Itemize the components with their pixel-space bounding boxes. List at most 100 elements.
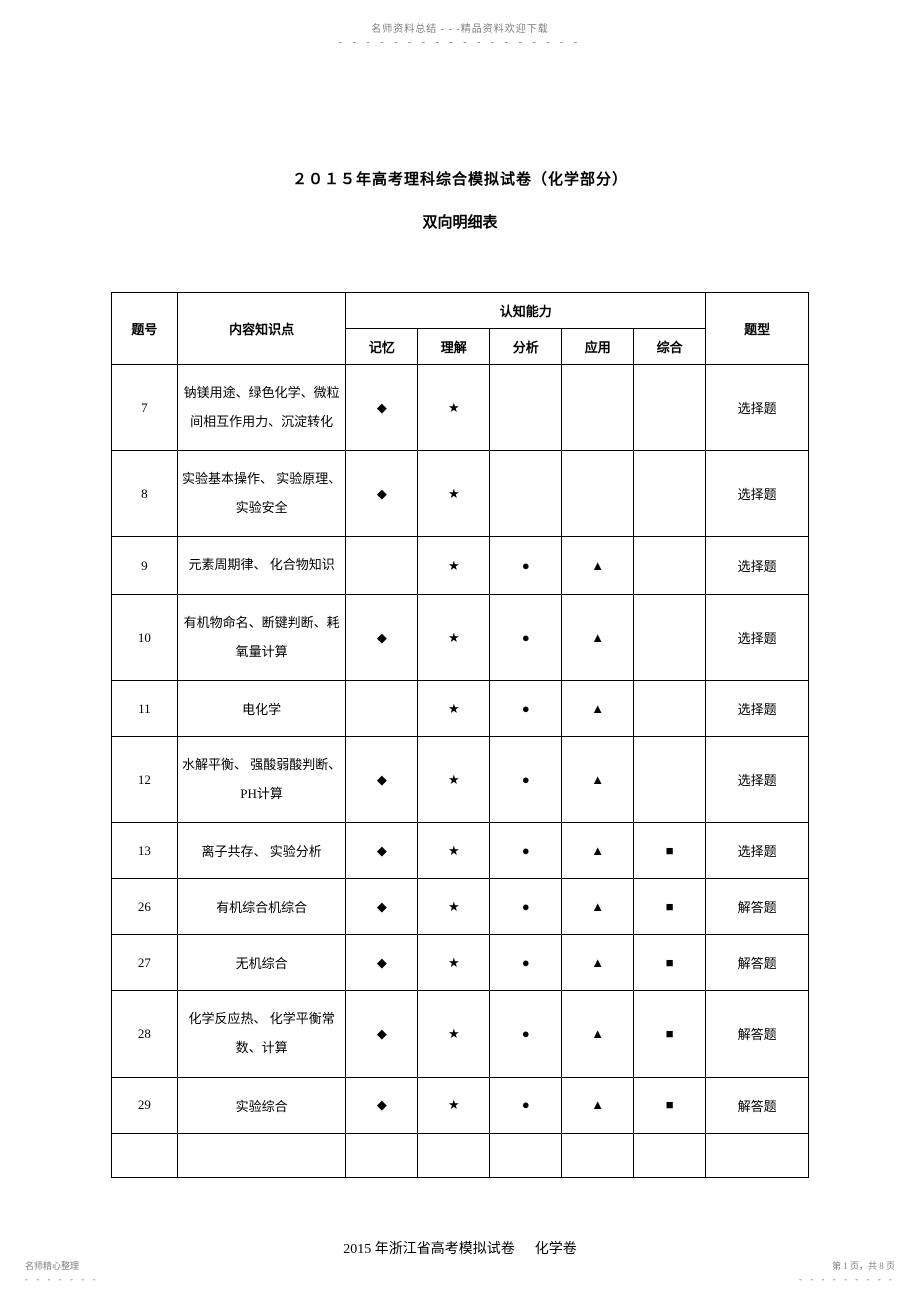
cell-mark: ◆ (346, 935, 418, 991)
cell-type: 选择题 (706, 537, 809, 595)
bottom-title-part2: 化学卷 (535, 1242, 577, 1257)
specification-table: 题号 内容知识点 认知能力 题型 记忆 理解 分析 应用 综合 7钠镁用途、绿色… (111, 292, 809, 1178)
cell-type: 解答题 (706, 879, 809, 935)
cell-type: 选择题 (706, 681, 809, 737)
document-subtitle: 双向明细表 (0, 211, 920, 232)
cell-content: 化学反应热、 化学平衡常数、计算 (177, 991, 346, 1077)
cell-num: 13 (112, 823, 178, 879)
cell-type: 选择题 (706, 365, 809, 451)
cell-empty (562, 1133, 634, 1177)
cell-content: 水解平衡、 强酸弱酸判断、 PH计算 (177, 737, 346, 823)
header-text: 名师资料总结 - - -精品资料欢迎下载 (0, 0, 920, 35)
footer-left: 名师精心整理 - - - - - - - (25, 1259, 98, 1284)
cell-type: 解答题 (706, 1077, 809, 1133)
cell-mark: ★ (418, 1077, 490, 1133)
cell-mark: ▲ (562, 537, 634, 595)
cell-mark: ▲ (562, 737, 634, 823)
table-row: 7钠镁用途、绿色化学、微粒间相互作用力、沉淀转化◆★选择题 (112, 365, 809, 451)
cell-num: 12 (112, 737, 178, 823)
cell-num: 11 (112, 681, 178, 737)
footer-right-text: 第 1 页，共 8 页 (799, 1259, 895, 1272)
cell-mark: ◆ (346, 823, 418, 879)
cell-mark (490, 365, 562, 451)
cell-mark: ● (490, 681, 562, 737)
cell-mark: ● (490, 537, 562, 595)
cell-num: 10 (112, 594, 178, 680)
cell-empty (634, 1133, 706, 1177)
cell-mark: ◆ (346, 1077, 418, 1133)
cell-mark (562, 365, 634, 451)
header-apply: 应用 (562, 329, 634, 365)
cell-content: 电化学 (177, 681, 346, 737)
header-num: 题号 (112, 293, 178, 365)
cell-type: 选择题 (706, 737, 809, 823)
table-row: 9元素周期律、 化合物知识 ★●▲ 选择题 (112, 537, 809, 595)
table-row: 29实验综合◆★●▲■解答题 (112, 1077, 809, 1133)
cell-mark: ● (490, 1077, 562, 1133)
cell-mark: ★ (418, 681, 490, 737)
cell-mark (490, 451, 562, 537)
header-analyze: 分析 (490, 329, 562, 365)
header-dots: - - - - - - - - - - - - - - - - - - (0, 37, 920, 48)
cell-type: 选择题 (706, 451, 809, 537)
cell-mark: ★ (418, 737, 490, 823)
cell-mark (634, 594, 706, 680)
cell-num: 9 (112, 537, 178, 595)
cell-mark: ▲ (562, 594, 634, 680)
cell-content: 有机综合机综合 (177, 879, 346, 935)
cell-mark: ● (490, 823, 562, 879)
cell-mark: ■ (634, 879, 706, 935)
cell-mark: ★ (418, 935, 490, 991)
cell-mark: ■ (634, 1077, 706, 1133)
header-cognitive-group: 认知能力 (346, 293, 706, 329)
cell-mark (634, 451, 706, 537)
cell-empty (418, 1133, 490, 1177)
table-row: 11电化学 ★●▲ 选择题 (112, 681, 809, 737)
footer-right: 第 1 页，共 8 页 - - - - - - - - - (799, 1259, 895, 1284)
table-row: 12水解平衡、 强酸弱酸判断、 PH计算◆★●▲ 选择题 (112, 737, 809, 823)
cell-mark (634, 365, 706, 451)
cell-num: 8 (112, 451, 178, 537)
cell-num: 27 (112, 935, 178, 991)
cell-mark: ★ (418, 594, 490, 680)
cell-mark: ▲ (562, 879, 634, 935)
cell-mark: ★ (418, 365, 490, 451)
table-row: 26有机综合机综合◆★●▲■解答题 (112, 879, 809, 935)
cell-mark: ◆ (346, 879, 418, 935)
cell-mark (346, 537, 418, 595)
cell-type: 选择题 (706, 594, 809, 680)
cell-content: 实验综合 (177, 1077, 346, 1133)
cell-mark (634, 537, 706, 595)
cell-content: 有机物命名、断键判断、耗氧量计算 (177, 594, 346, 680)
header-content: 内容知识点 (177, 293, 346, 365)
cell-content: 离子共存、 实验分析 (177, 823, 346, 879)
table-row: 10有机物命名、断键判断、耗氧量计算◆★●▲选择题 (112, 594, 809, 680)
cell-type: 选择题 (706, 823, 809, 879)
cell-mark: ★ (418, 537, 490, 595)
cell-empty (346, 1133, 418, 1177)
cell-num: 28 (112, 991, 178, 1077)
cell-mark: ● (490, 935, 562, 991)
cell-mark: ■ (634, 823, 706, 879)
footer-left-text: 名师精心整理 (25, 1259, 98, 1272)
cell-mark: ■ (634, 935, 706, 991)
cell-mark (634, 737, 706, 823)
cell-type: 解答题 (706, 991, 809, 1077)
cell-empty (490, 1133, 562, 1177)
cell-mark: ● (490, 879, 562, 935)
cell-content: 钠镁用途、绿色化学、微粒间相互作用力、沉淀转化 (177, 365, 346, 451)
cell-mark (634, 681, 706, 737)
footer-left-dots: - - - - - - - (25, 1274, 98, 1284)
cell-mark: ◆ (346, 594, 418, 680)
cell-mark: ★ (418, 451, 490, 537)
cell-content: 元素周期律、 化合物知识 (177, 537, 346, 595)
cell-mark: ◆ (346, 451, 418, 537)
header-understand: 理解 (418, 329, 490, 365)
cell-mark: ● (490, 737, 562, 823)
cell-mark: ◆ (346, 737, 418, 823)
cell-mark: ◆ (346, 991, 418, 1077)
document-title: ２０１５年高考理科综合模拟试卷（化学部分） (0, 168, 920, 189)
cell-mark: ▲ (562, 681, 634, 737)
header-type: 题型 (706, 293, 809, 365)
table-row: 8实验基本操作、 实验原理、实验安全◆★选择题 (112, 451, 809, 537)
